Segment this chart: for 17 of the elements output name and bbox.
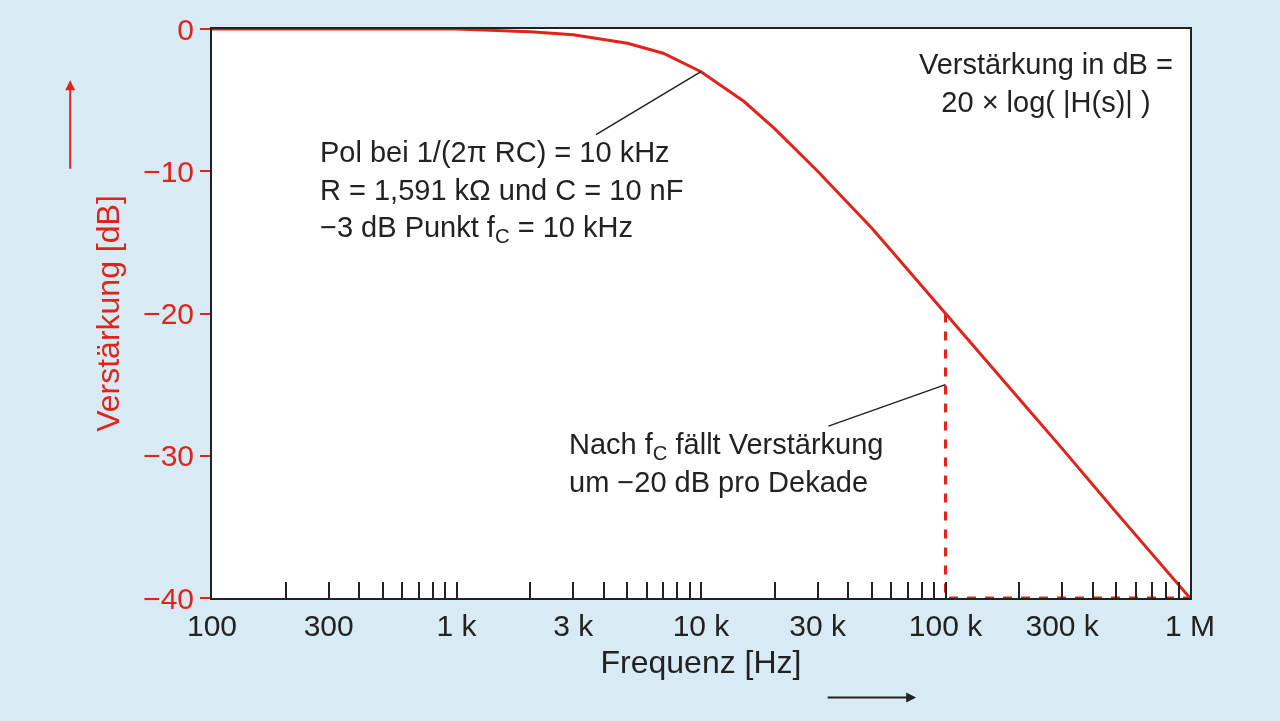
- x-tick-label: 1 M: [1164, 609, 1216, 642]
- x-tick-label: 10 k: [672, 609, 731, 642]
- x-axis-title: Frequenz [Hz]: [600, 644, 802, 681]
- x-tick-label: 300 k: [1025, 609, 1100, 642]
- annotation: Pol bei 1/(2π RC) = 10 kHz R = 1,591 kΩ und C = 10 nF −3 dB Punkt f$_{C}$ = 10 kHz: [320, 136, 684, 248]
- annotation: Verstärkung in dB = 20 × log( |H(s)| ): [919, 48, 1173, 118]
- y-tick-label: 0: [177, 12, 194, 46]
- x-tick-label: 3 k: [553, 609, 595, 642]
- x-tick-label: 1 k: [436, 609, 478, 642]
- y-axis-title: Verstärkung [dB]: [89, 195, 126, 432]
- x-tick-label: 100 k: [908, 609, 984, 642]
- y-tick-label: −20: [143, 297, 194, 330]
- annotation: Nach f$_{C}$ fällt Verstärkung um −20 dB pro Dekade: [569, 428, 884, 498]
- x-tick-label: 30 k: [789, 609, 847, 642]
- y-tick-label: −30: [143, 439, 194, 473]
- y-tick-label: −10: [143, 154, 194, 188]
- x-tick-label: 300: [303, 609, 354, 642]
